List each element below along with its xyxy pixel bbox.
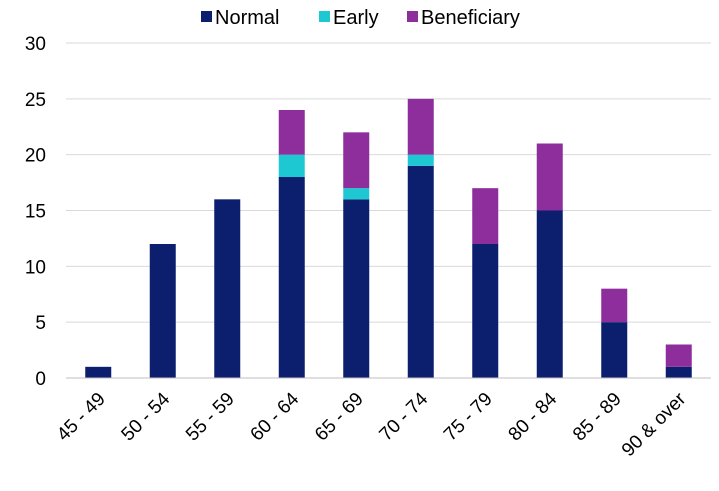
bar-normal-70-74 (407, 165, 434, 378)
legend-swatch-normal (201, 11, 212, 22)
y-tick-label-5: 5 (35, 313, 46, 334)
x-tick-label-55-59: 55 - 59 (182, 389, 239, 446)
y-tick-label-0: 0 (35, 369, 46, 390)
y-tick-label-10: 10 (25, 257, 46, 278)
bar-beneficiary-60-64 (278, 110, 305, 155)
x-tick-label-90-and-over: 90 & over (618, 388, 691, 461)
x-tick-label-85-89: 85 - 89 (569, 389, 626, 446)
bar-beneficiary-85-89 (601, 288, 628, 323)
x-tick-label-70-74: 70 - 74 (376, 388, 433, 445)
y-tick-label-30: 30 (25, 34, 46, 55)
bars (85, 98, 692, 378)
bar-beneficiary-65-69 (343, 132, 370, 189)
legend-label-early: Early (333, 7, 379, 29)
legend-label-beneficiary: Beneficiary (421, 7, 520, 29)
bar-beneficiary-70-74 (407, 98, 434, 155)
bar-normal-85-89 (601, 322, 628, 378)
bar-normal-90-and-over (665, 366, 692, 378)
bar-normal-65-69 (343, 199, 370, 378)
legend-swatch-beneficiary (407, 11, 418, 22)
x-axis: 45 - 49 50 - 54 55 - 59 60 - 64 65 - 69 70 - … (53, 388, 691, 461)
y-tick-label-25: 25 (25, 90, 46, 111)
x-tick-label-45-49: 45 - 49 (53, 389, 110, 446)
bar-normal-55-59 (214, 199, 241, 378)
legend-swatch-early (319, 11, 330, 22)
bar-beneficiary-90-and-over (665, 344, 692, 367)
x-tick-label-50-54: 50 - 54 (118, 388, 175, 445)
chart-legend: Normal Early Beneficiary (201, 7, 520, 29)
legend-label-normal: Normal (215, 7, 279, 29)
bar-early-65-69 (343, 188, 370, 200)
y-tick-label-20: 20 (25, 146, 46, 167)
bar-early-70-74 (407, 154, 434, 166)
bar-normal-75-79 (472, 244, 499, 378)
bar-normal-80-84 (536, 210, 563, 378)
x-tick-label-75-79: 75 - 79 (440, 389, 497, 446)
bar-early-60-64 (278, 154, 305, 177)
x-tick-label-60-64: 60 - 64 (247, 388, 304, 445)
y-tick-label-15: 15 (25, 202, 46, 223)
bar-beneficiary-80-84 (536, 143, 563, 211)
y-axis: 0 5 10 15 20 25 30 (25, 34, 46, 390)
bar-normal-45-49 (85, 366, 112, 378)
bar-normal-60-64 (278, 177, 305, 378)
bar-beneficiary-75-79 (472, 188, 499, 244)
bar-normal-50-54 (149, 244, 176, 378)
x-tick-label-65-69: 65 - 69 (311, 389, 368, 446)
x-tick-label-80-84: 80 - 84 (505, 388, 562, 445)
